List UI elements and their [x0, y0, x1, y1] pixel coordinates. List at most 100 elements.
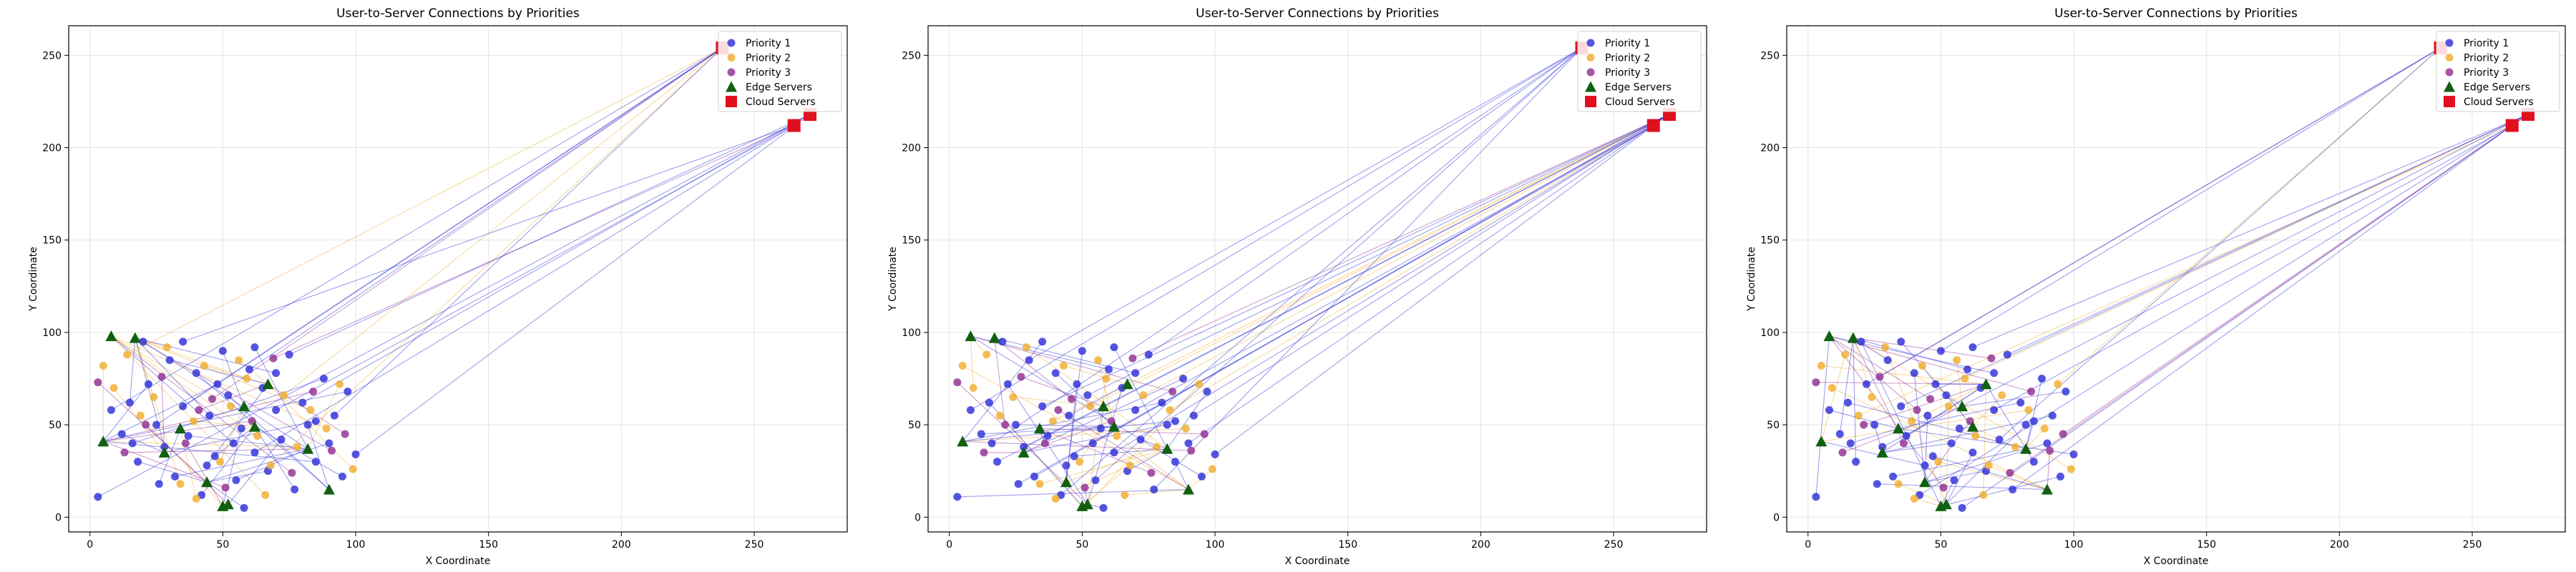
data-point: [229, 439, 238, 448]
x-tick-label: 250: [745, 539, 764, 551]
data-point: [157, 373, 166, 381]
connection-line: [1028, 47, 1582, 361]
data-point: [1958, 503, 1966, 512]
data-point: [1110, 448, 1118, 457]
data-point: [1083, 391, 1092, 400]
data-point: [1049, 417, 1058, 425]
data-point: [1812, 493, 1820, 501]
connection-line: [1018, 125, 1654, 485]
legend-box: [718, 31, 842, 112]
connection-line: [111, 335, 231, 407]
connection-line: [1095, 47, 1582, 481]
connection-line: [1132, 114, 1670, 359]
data-point: [969, 383, 977, 392]
x-tick-label: 100: [346, 539, 366, 551]
connection-line: [997, 114, 1670, 463]
data-point: [150, 393, 158, 401]
data-point: [293, 443, 301, 451]
connection-line: [962, 420, 1176, 442]
connection-line: [1898, 428, 2074, 455]
data-point: [1894, 480, 1903, 488]
connection-line: [1829, 335, 1931, 400]
x-tick-label: 250: [2463, 539, 2482, 551]
data-point: [1846, 439, 1855, 448]
data-point: [1995, 435, 2004, 444]
data-point: [1843, 398, 1852, 407]
connection-line: [1914, 498, 1941, 507]
series-priority-2: [958, 343, 1216, 503]
legend-label: Priority 1: [1605, 38, 1650, 49]
legend-label: Cloud Servers: [746, 97, 816, 108]
data-point: [1051, 494, 1060, 503]
connection-line: [156, 47, 723, 425]
series-priority-3: [953, 354, 1209, 492]
connection-line: [1924, 420, 1971, 483]
y-tick-label: 150: [1760, 235, 1780, 247]
data-point: [203, 461, 211, 470]
connection-line: [137, 461, 208, 483]
connection-line: [1023, 424, 1168, 453]
data-point: [2043, 439, 2051, 448]
data-point: [1040, 439, 1049, 448]
connection-line: [1853, 337, 1904, 444]
connection-line: [1053, 114, 1670, 422]
edge-server-marker: [1940, 498, 1952, 510]
connection-line: [1023, 420, 1112, 453]
data-point: [179, 337, 187, 346]
connection-line: [283, 47, 723, 396]
axes-frame: [1786, 25, 2566, 533]
connection-line: [1034, 114, 1670, 477]
data-point: [1897, 337, 1906, 346]
connection-line: [1940, 480, 1955, 507]
data-point: [285, 350, 293, 359]
data-point: [216, 458, 225, 466]
data-point: [171, 472, 180, 480]
legend-marker: [2444, 96, 2455, 107]
data-point: [2067, 465, 2075, 473]
legend-box: [2436, 31, 2560, 112]
data-point: [99, 361, 107, 370]
connection-line: [169, 360, 268, 385]
data-point: [1923, 411, 1932, 420]
data-point: [1105, 365, 1113, 374]
data-point: [1147, 468, 1156, 477]
connection-line: [1884, 347, 1947, 505]
connection-line: [185, 443, 223, 507]
data-point: [311, 458, 320, 466]
data-point: [243, 375, 251, 383]
data-point: [245, 365, 254, 374]
connection-line: [970, 336, 974, 388]
connection-line: [1850, 428, 1899, 444]
y-axis-label: Y Coordinate: [1746, 247, 1757, 312]
data-point: [1942, 391, 1951, 400]
connection-line: [1063, 365, 1128, 385]
legend: Priority 1 Priority 2 Priority 3 Edge Serve…: [2436, 31, 2560, 112]
edge-server-marker: [1098, 400, 1110, 412]
connection-line: [97, 114, 811, 498]
connection-line: [1166, 391, 1208, 450]
data-point: [2024, 405, 2033, 414]
edge-server-marker: [97, 435, 109, 447]
data-point: [1088, 439, 1097, 448]
edge-server-marker: [222, 498, 234, 510]
connection-line: [270, 47, 723, 466]
connection-lines: [1815, 47, 2529, 508]
y-tick-label: 200: [1760, 143, 1780, 154]
data-point: [1171, 417, 1179, 425]
connection-line: [1082, 465, 1131, 507]
connection-line: [1983, 384, 1987, 495]
data-point: [1043, 432, 1052, 440]
chart-panel-3: 0 50 100 150 200 250 0 50 100 150 200 250 User-to-Se…: [1746, 6, 2566, 567]
connection-line: [2025, 420, 2034, 449]
data-point: [134, 458, 142, 466]
data-point: [2011, 443, 2019, 451]
legend-marker: [726, 96, 737, 107]
legend-label: Priority 2: [2464, 53, 2509, 64]
data-point: [2054, 380, 2062, 388]
connection-line: [1964, 114, 2529, 380]
data-point: [224, 391, 233, 400]
edge-server-marker: [174, 423, 186, 434]
connection-line: [2062, 114, 2529, 435]
data-point: [139, 337, 147, 346]
data-point: [2069, 450, 2078, 458]
